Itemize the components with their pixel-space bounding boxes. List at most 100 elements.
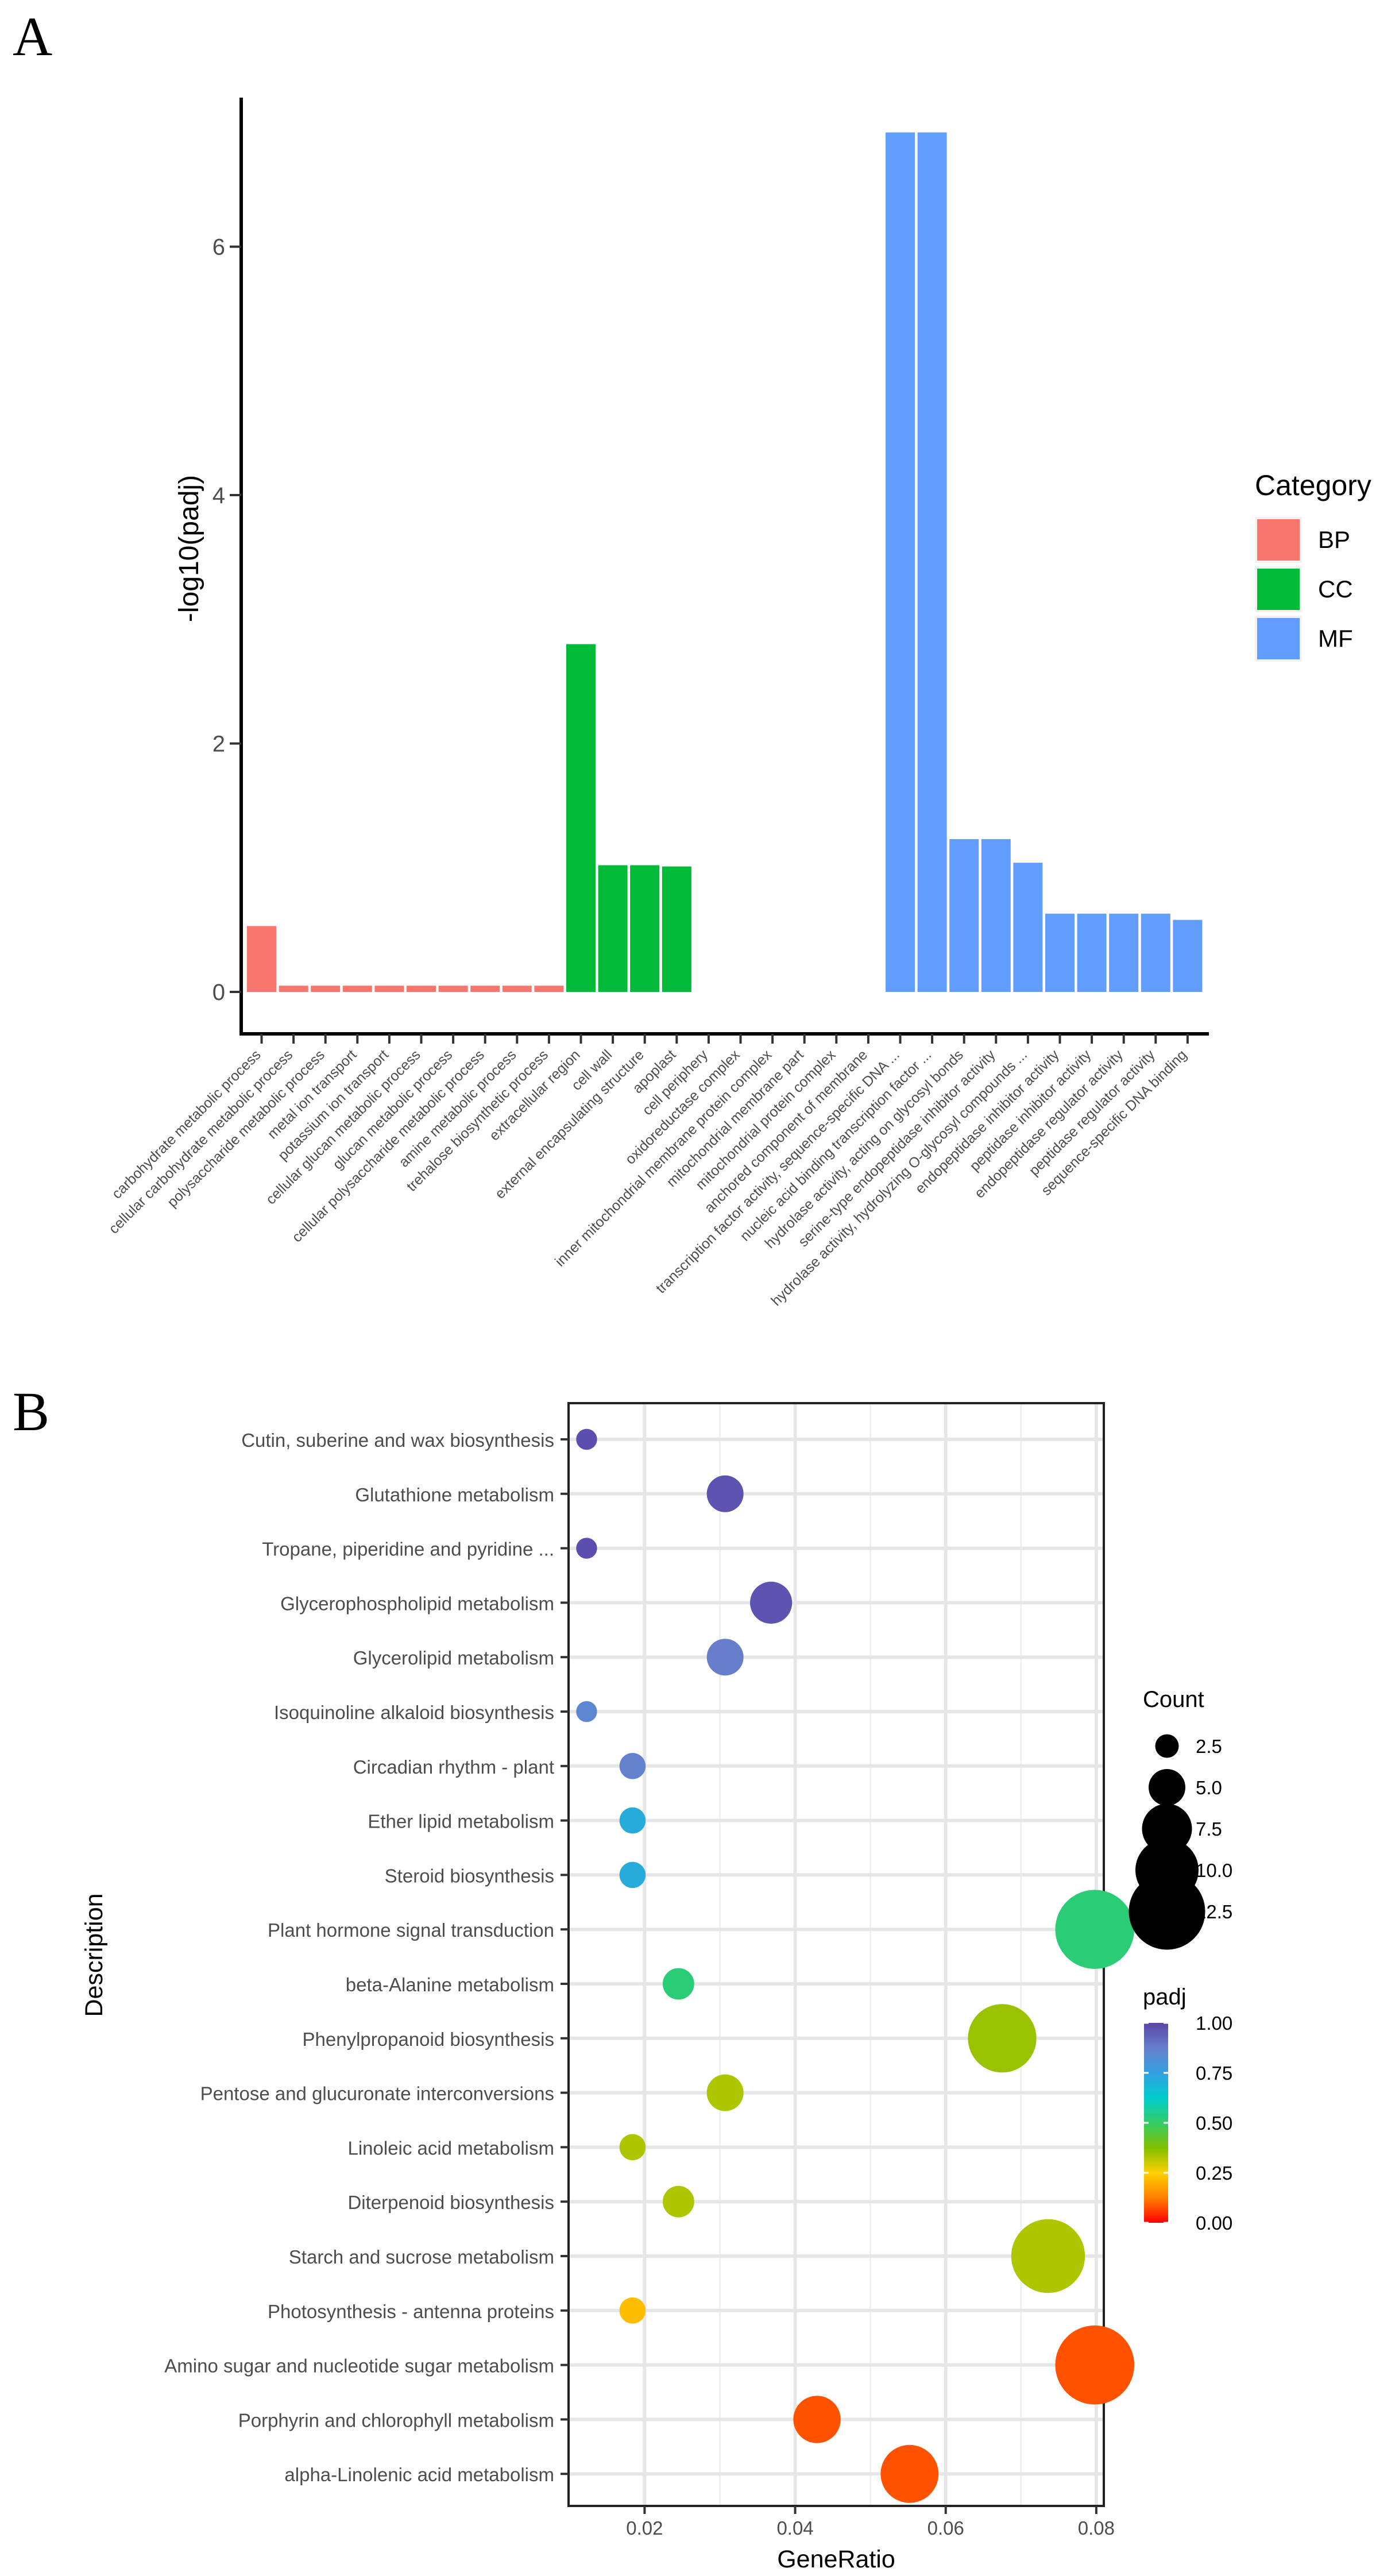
y-tick-label: Photosynthesis - antenna proteins [268,2301,554,2322]
y-tick-label: alpha-Linolenic acid metabolism [284,2464,554,2485]
point [1011,2219,1085,2293]
x-tick-label: 0.08 [1078,2517,1115,2539]
y-tick-label: Circadian rhythm - plant [353,1756,554,1778]
color-legend-title: padj [1143,1984,1187,2010]
point [880,2444,939,2503]
bar [470,986,500,992]
bar [342,986,372,992]
bar [1077,913,1107,992]
y-tick-label: Plant hormone signal transduction [268,1920,554,1941]
y-axis-title: Description [80,1893,108,2017]
bar [279,986,308,992]
kegg-enrichment-dot-plot: Cutin, suberine and wax biosynthesis Glut… [80,1402,1232,2573]
y-tick-label: Pentose and glucuronate interconversions [200,2083,554,2104]
point [619,2134,646,2161]
bar [662,866,691,992]
y-tick-label: beta-Alanine metabolism [346,1974,554,1995]
bar [1173,920,1203,992]
y-tick-label: Linoleic acid metabolism [347,2137,554,2158]
point [619,1861,646,1888]
size-legend-label: 2.5 [1196,1736,1222,1757]
point [662,1968,694,2000]
x-tick-label: 0.02 [626,2517,663,2539]
y-tick-label: Amino sugar and nucleotide sugar metabol… [164,2355,554,2377]
point [576,1701,597,1723]
size-legend-dot [1129,1873,1205,1950]
color-legend-label: 0.75 [1196,2063,1232,2084]
bar [886,132,915,992]
bar [1013,863,1043,992]
point [662,2185,694,2218]
point [706,1639,744,1676]
y-tick-label: 6 [212,235,225,260]
legend-title: Category [1255,469,1371,501]
legend-label: BP [1318,526,1350,553]
bar [1045,913,1075,992]
point [576,1538,597,1559]
color-legend-label: 1.00 [1196,2013,1232,2034]
point [619,1753,646,1779]
y-tick-label: Tropane, piperidine and pyridine ... [262,1539,554,1560]
bar [566,644,596,992]
bar [311,986,341,992]
bar [1109,913,1139,992]
x-tick-label: 0.06 [927,2517,964,2539]
plot-background [569,1403,1104,2506]
color-legend-label: 0.00 [1196,2212,1232,2234]
legend-label: CC [1318,576,1353,603]
y-tick-label: Diterpenoid biosynthesis [347,2192,554,2213]
size-legend-label: 12.5 [1196,1901,1232,1922]
point [576,1428,597,1450]
bar [502,986,532,992]
size-legend-label: 7.5 [1196,1818,1222,1840]
y-tick-label: Glutathione metabolism [355,1484,554,1505]
bar [534,986,564,992]
point [968,2004,1037,2073]
y-tick-label: 0 [212,980,225,1005]
point [750,1581,793,1624]
legend-swatch [1257,569,1300,610]
bar [407,986,436,992]
point [793,2396,841,2443]
point [619,1807,646,1834]
y-tick-label: 4 [212,483,225,508]
point [1055,2325,1135,2405]
bar [630,865,660,992]
point [1055,1890,1135,1969]
y-tick-label: Porphyrin and chlorophyll metabolism [238,2409,554,2431]
panel-label-b: B [13,1381,49,1442]
bar [438,986,468,992]
y-tick-label: Steroid biosynthesis [385,1865,554,1886]
y-tick-label: Starch and sucrose metabolism [289,2246,554,2268]
size-legend-label: 10.0 [1196,1860,1232,1881]
bar [598,865,628,992]
color-legend-label: 0.50 [1196,2112,1232,2134]
legend-swatch [1257,618,1300,659]
y-tick-label: Phenylpropanoid biosynthesis [303,2029,554,2050]
color-legend-label: 0.25 [1196,2162,1232,2184]
y-tick-label: Glycerophospholipid metabolism [280,1593,554,1614]
y-tick-label: 2 [212,732,225,757]
bar [1141,913,1170,992]
size-legend-dot [1149,1769,1185,1806]
size-legend-label: 5.0 [1196,1777,1222,1798]
point [619,2297,646,2324]
bar [247,926,276,992]
size-legend-title: Count [1143,1687,1204,1712]
panel-label-a: A [13,6,52,67]
bar [981,839,1011,992]
legend-label: MF [1318,625,1353,652]
bar [374,986,404,992]
y-tick-label: Ether lipid metabolism [368,1811,554,1832]
x-axis-title: GeneRatio [777,2546,895,2573]
bar [949,839,979,992]
y-tick-label: Glycerolipid metabolism [353,1647,554,1669]
point [706,2074,744,2111]
y-axis-title: -log10(padj) [174,475,204,622]
y-tick-label: Isoquinoline alkaloid biosynthesis [274,1702,554,1723]
bar [917,132,947,992]
x-tick-label: cellular carbohydrate metabolic process [106,1046,296,1237]
point [706,1475,744,1512]
x-tick-label: 0.04 [776,2517,813,2539]
